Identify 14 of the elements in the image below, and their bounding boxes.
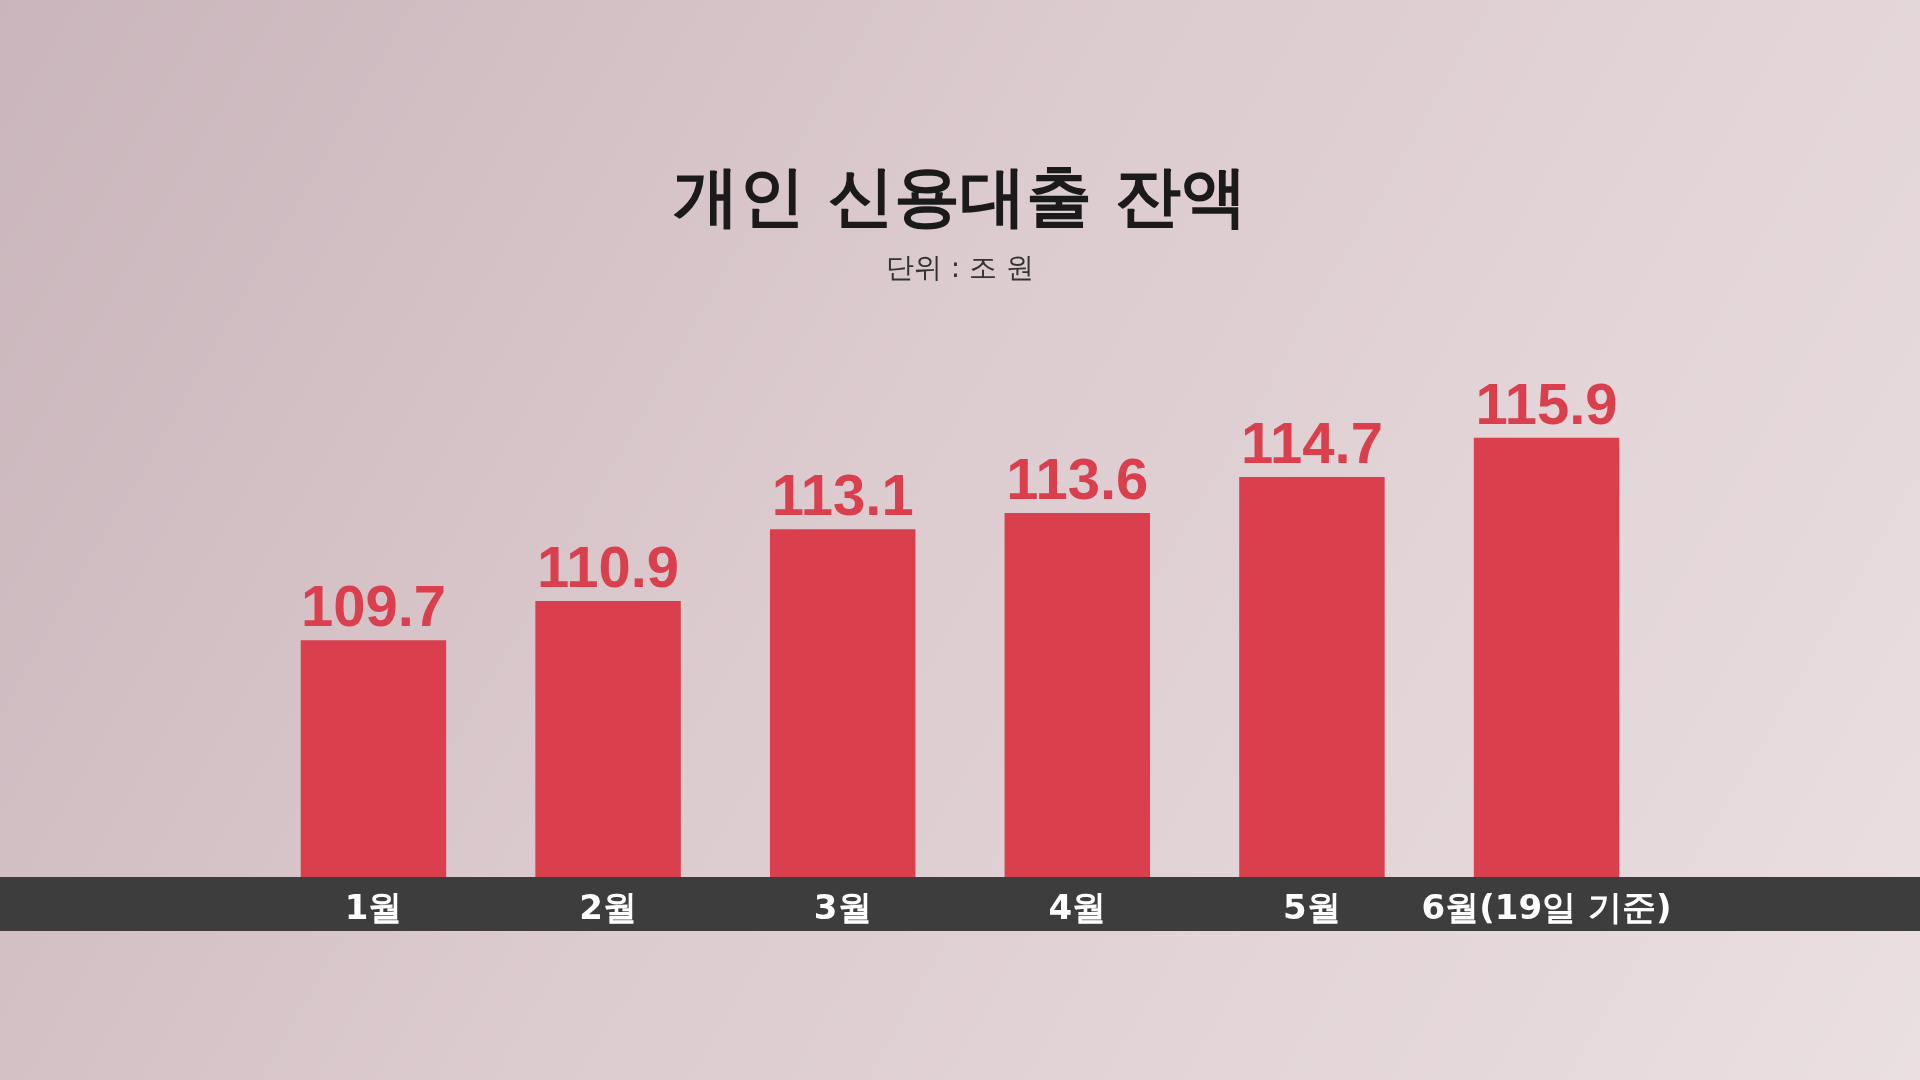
x-tick-label: 3월 [813, 886, 872, 927]
x-tick-label: 6월(19일 기준) [1421, 886, 1672, 927]
x-tick-label: 5월 [1283, 886, 1341, 927]
chart-subtitle: 단위 : 조 원 [885, 251, 1035, 284]
chart-title: 개인 신용대출 잔액 [673, 158, 1247, 235]
data-label: 114.7 [1240, 409, 1383, 475]
x-tick-label: 4월 [1048, 886, 1107, 927]
x-tick-label: 1월 [344, 886, 403, 927]
data-label: 110.9 [537, 534, 680, 600]
x-tick-label: 2월 [579, 886, 637, 927]
data-label: 113.6 [1006, 445, 1149, 511]
data-label: 109.7 [300, 573, 447, 639]
data-label: 115.9 [1475, 370, 1618, 436]
data-label: 113.1 [771, 462, 914, 528]
